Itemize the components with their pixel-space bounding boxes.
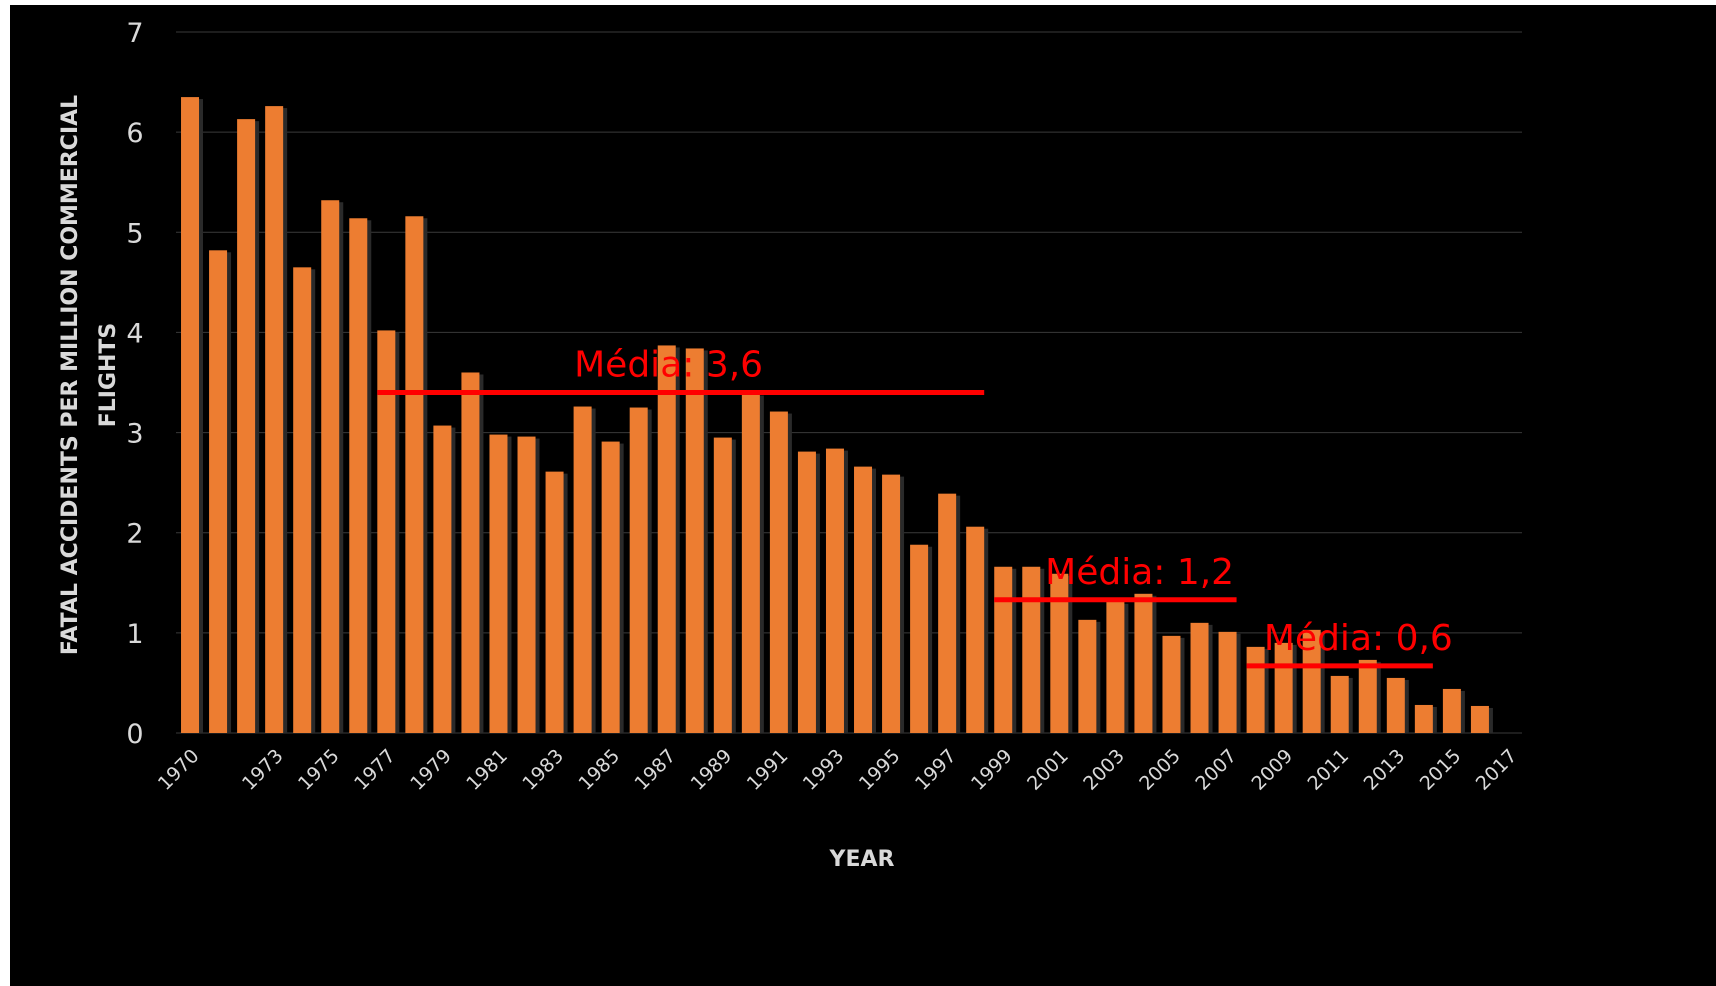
x-tick-label: 2005 <box>1135 745 1185 795</box>
y-axis-ticks: 0 1 2 3 4 5 6 7 <box>126 18 143 750</box>
bar <box>685 348 704 733</box>
average-label: Média: 0,6 <box>1264 618 1453 659</box>
bar <box>1414 704 1433 733</box>
bar <box>1050 573 1069 733</box>
y-axis-label-line-2: FLIGHTS <box>96 323 121 428</box>
bar <box>629 407 648 733</box>
bar <box>1078 619 1097 733</box>
bar <box>1330 675 1349 733</box>
y-tick-label: 0 <box>126 719 143 750</box>
x-axis-ticks: 1970 1973 1975 1977 1979 1981 1983 1985 1987 1989… <box>154 745 1522 795</box>
bar <box>601 441 620 733</box>
bar <box>293 267 312 733</box>
x-tick-label: 1981 <box>462 745 512 795</box>
bar <box>854 466 873 733</box>
x-tick-label: 1989 <box>687 745 737 795</box>
x-tick-label: 2011 <box>1304 745 1354 795</box>
x-tick-label: 1991 <box>743 745 793 795</box>
bar <box>181 97 200 734</box>
bar <box>713 437 732 733</box>
bar <box>797 451 816 733</box>
average-label: Média: 1,2 <box>1045 552 1234 593</box>
bar <box>433 425 452 733</box>
x-tick-label: 1987 <box>631 745 681 795</box>
bar <box>966 526 985 733</box>
gridlines <box>176 31 1522 734</box>
bar <box>938 493 957 733</box>
x-tick-label: 1979 <box>406 745 456 795</box>
bar <box>573 406 592 733</box>
x-tick-label: 1973 <box>238 745 288 795</box>
annotations: Média: 3,6 Média: 1,2 Média: 0,6 <box>377 345 1453 669</box>
x-tick-label: 2013 <box>1360 745 1410 795</box>
bar <box>1022 566 1041 733</box>
x-axis-label: YEAR <box>829 847 895 872</box>
bar <box>741 393 760 733</box>
bar <box>1106 601 1125 733</box>
y-tick-label: 4 <box>126 318 143 349</box>
x-tick-label: 1970 <box>154 745 204 795</box>
bar <box>1246 646 1265 733</box>
bar <box>1470 705 1489 733</box>
x-tick-label: 1977 <box>350 745 400 795</box>
y-axis-label-line-1: FATAL ACCIDENTS PER MILLION COMMERCIAL <box>58 95 83 655</box>
y-tick-label: 7 <box>126 18 143 49</box>
x-tick-label: 1999 <box>967 745 1017 795</box>
bar <box>769 411 788 733</box>
x-tick-label: 2001 <box>1023 745 1073 795</box>
y-tick-label: 2 <box>126 519 143 550</box>
bar <box>1134 593 1153 733</box>
bar <box>489 434 508 733</box>
bar <box>1302 629 1321 733</box>
x-tick-label: 1975 <box>294 745 344 795</box>
x-tick-label: 2015 <box>1416 745 1466 795</box>
x-tick-label: 2017 <box>1472 745 1522 795</box>
bar <box>994 566 1013 733</box>
bar <box>461 372 480 733</box>
bar <box>1358 659 1377 733</box>
bar <box>657 345 676 733</box>
y-tick-label: 6 <box>126 118 143 149</box>
bar <box>377 330 396 733</box>
x-tick-label: 1997 <box>911 745 961 795</box>
average-label: Média: 3,6 <box>574 345 763 386</box>
x-tick-label: 1995 <box>855 745 905 795</box>
bar <box>882 474 901 733</box>
bar <box>349 218 368 733</box>
bar <box>1190 622 1209 733</box>
bar <box>405 216 424 733</box>
x-tick-label: 1993 <box>799 745 849 795</box>
bar <box>265 106 284 733</box>
bar <box>910 544 929 733</box>
bar <box>1218 631 1237 733</box>
bar <box>209 250 228 733</box>
x-tick-label: 1983 <box>518 745 568 795</box>
y-tick-label: 5 <box>126 218 143 249</box>
x-tick-label: 1985 <box>574 745 624 795</box>
y-tick-label: 1 <box>126 619 143 650</box>
bar <box>545 471 564 733</box>
bar <box>1386 677 1405 733</box>
x-tick-label: 2003 <box>1079 745 1129 795</box>
y-axis-label: FATAL ACCIDENTS PER MILLION COMMERCIAL F… <box>58 95 121 655</box>
bar <box>321 200 340 734</box>
bar <box>1442 688 1461 733</box>
bar <box>237 119 256 734</box>
bar <box>1162 635 1181 733</box>
bar <box>825 448 844 733</box>
y-tick-label: 3 <box>126 419 143 450</box>
x-tick-label: 2009 <box>1247 745 1297 795</box>
bar <box>517 436 536 733</box>
x-tick-label: 2007 <box>1191 745 1241 795</box>
bars <box>181 97 1493 734</box>
